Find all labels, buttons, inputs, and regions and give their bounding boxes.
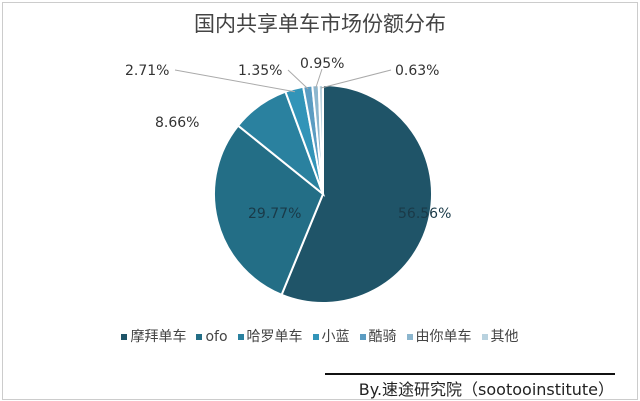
chart-title: 国内共享单车市场份额分布 (194, 12, 446, 36)
legend-label: 其他 (490, 329, 519, 345)
legend-swatch (237, 334, 244, 340)
data-label-6: 0.63% (395, 63, 439, 79)
pie-slice-0 (280, 83, 433, 304)
leader-line-5 (315, 68, 323, 89)
data-label-5: 0.95% (300, 56, 344, 72)
legend-swatch (481, 334, 488, 340)
legend-label: 酷骑 (368, 329, 397, 345)
pie-slice-6 (317, 83, 324, 195)
data-label-3: 2.71% (125, 63, 169, 79)
leader-line-3 (174, 69, 296, 93)
pie-slice-1 (213, 124, 325, 297)
legend-item: 由你单车 (406, 326, 472, 346)
legend-item: 酷骑 (359, 326, 397, 346)
legend-item: ofo (196, 329, 228, 345)
legend-item: 小蓝 (312, 326, 350, 346)
legend: 摩拜单车 ofo 哈罗单车 小蓝 酷骑 由你单车 其他 (0, 326, 640, 346)
data-label-0: 56.56% (398, 206, 451, 222)
legend-item: 哈罗单车 (237, 326, 303, 346)
legend-item: 摩拜单车 (121, 326, 186, 346)
legend-swatch (121, 334, 128, 340)
legend-label: ofo (205, 329, 228, 345)
source-divider (325, 373, 615, 375)
legend-swatch (196, 334, 203, 340)
data-label-1: 29.77% (248, 206, 301, 222)
data-label-4: 1.35% (238, 63, 282, 79)
legend-item: 其他 (481, 326, 519, 346)
legend-swatch (312, 334, 319, 340)
legend-label: 小蓝 (321, 329, 350, 345)
source-text: By.速途研究院（sootooinstitute） (358, 380, 614, 399)
legend-swatch (359, 334, 366, 340)
leader-line-6 (320, 69, 392, 89)
legend-label: 哈罗单车 (246, 329, 303, 345)
data-label-2: 8.66% (155, 115, 199, 131)
legend-swatch (406, 334, 413, 340)
legend-label: 由你单车 (415, 329, 472, 345)
legend-label: 摩拜单车 (130, 329, 187, 345)
leader-line-4 (287, 69, 309, 90)
